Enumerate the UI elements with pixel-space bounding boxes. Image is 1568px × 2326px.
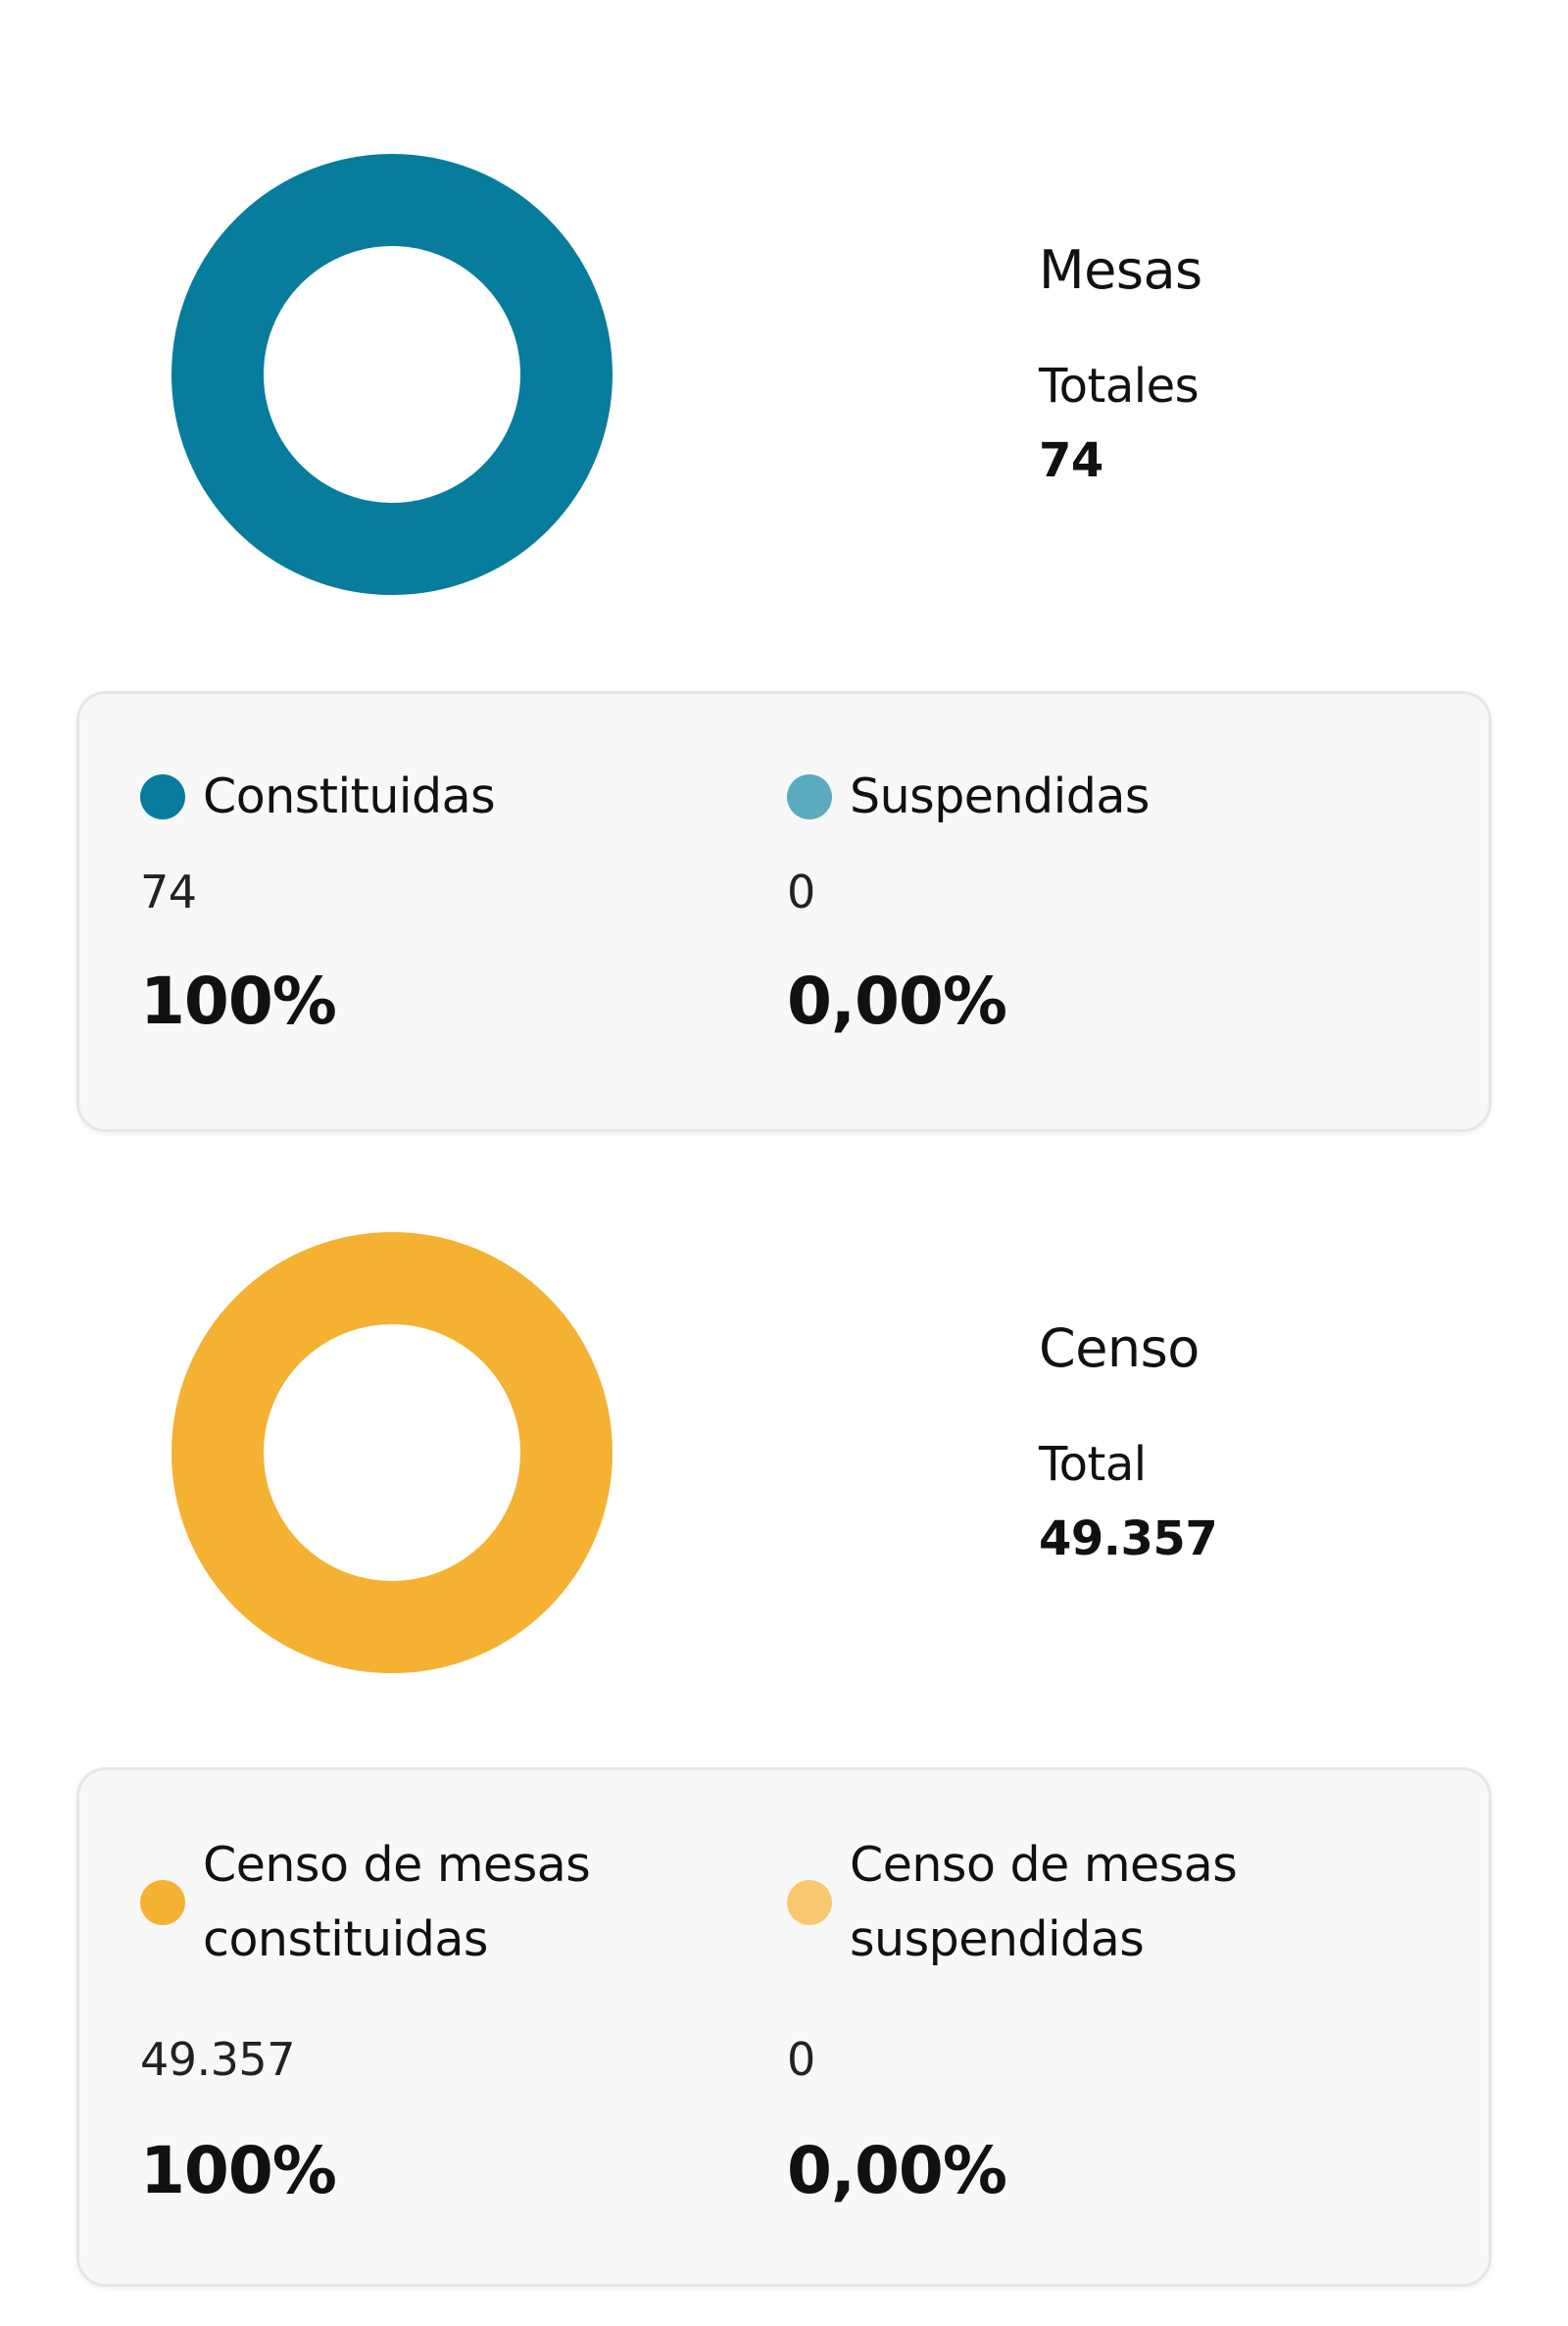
censo-donut-chart[interactable] — [172, 1232, 612, 1673]
mesas-donut-svg — [172, 154, 612, 595]
stat-percent: 0,00% — [787, 964, 1007, 1039]
mesas-donut-segment-constituidas[interactable] — [172, 154, 612, 595]
legend-label: Suspendidas — [850, 768, 1150, 824]
legend-dot-icon — [140, 1880, 185, 1925]
censo-total-label: Total — [1039, 1437, 1147, 1492]
stat-percent: 100% — [140, 964, 337, 1039]
legend-label: Constituidas — [203, 768, 496, 824]
legend-item-constituidas: Constituidas — [140, 763, 496, 831]
stat-percent: 0,00% — [787, 2133, 1007, 2208]
legend-label: Censo de mesas suspendidas — [850, 1837, 1238, 1967]
mesas-constituidas-stat: Constituidas 74 100% — [140, 694, 767, 1129]
mesas-suspendidas-stat: Suspendidas 0 0,00% — [787, 694, 1414, 1129]
stat-percent: 100% — [140, 2133, 337, 2208]
legend-dot-icon — [787, 774, 832, 819]
mesas-title: Mesas — [1039, 239, 1202, 301]
censo-donut-segment-constituidas[interactable] — [172, 1232, 612, 1673]
legend-dot-icon — [140, 774, 185, 819]
stat-count: 49.357 — [140, 2033, 295, 2086]
censo-summary: Censo Total 49.357 — [0, 1227, 1568, 1678]
mesas-total-label: Totales — [1039, 359, 1200, 414]
censo-total-value: 49.357 — [1039, 1511, 1218, 1566]
legend-dot-icon — [787, 1880, 832, 1925]
censo-donut-svg — [172, 1232, 612, 1673]
stat-count: 74 — [140, 866, 197, 918]
stat-count: 0 — [787, 2033, 815, 2086]
mesas-total-value: 74 — [1039, 433, 1103, 488]
censo-breakdown-card: Censo de mesas constituidas 49.357 100% … — [76, 1767, 1492, 2287]
censo-suspendidas-stat: Censo de mesas suspendidas 0 0,00% — [787, 1770, 1414, 2284]
censo-title: Censo — [1039, 1317, 1200, 1379]
legend-item-suspendidas: Suspendidas — [787, 763, 1150, 831]
legend-item-censo-suspendidas: Censo de mesas suspendidas — [787, 1824, 1359, 1981]
censo-constituidas-stat: Censo de mesas constituidas 49.357 100% — [140, 1770, 767, 2284]
stat-count: 0 — [787, 866, 815, 918]
mesas-donut-chart[interactable] — [172, 154, 612, 595]
legend-item-censo-constituidas: Censo de mesas constituidas — [140, 1824, 712, 1981]
mesas-breakdown-card: Constituidas 74 100% Suspendidas 0 0,00% — [76, 691, 1492, 1132]
legend-label: Censo de mesas constituidas — [203, 1837, 591, 1967]
mesas-summary: Mesas Totales 74 — [0, 149, 1568, 600]
